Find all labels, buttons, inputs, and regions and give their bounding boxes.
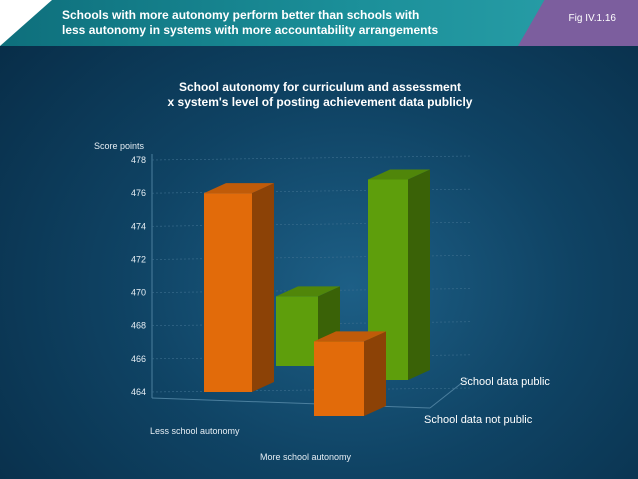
page-title-line-2: less autonomy in systems with more accou… — [62, 23, 439, 37]
chart-title-line-1: School autonomy for curriculum and asses… — [178, 80, 462, 94]
y-tick-label-468: 468 — [131, 321, 146, 331]
floor-right-edge — [429, 377, 469, 409]
bar-school-data-not-public-more-school-autonomy — [314, 341, 364, 416]
gridline-478 — [151, 155, 471, 161]
y-tick-label-464: 464 — [131, 387, 146, 397]
y-tick-label-478: 478 — [131, 155, 146, 165]
chart-title-line-2: x system's level of posting achievement … — [167, 95, 473, 109]
x-category-label-0: Less school autonomy — [150, 426, 240, 436]
bar-side-school-data-not-public-more-school-autonomy — [364, 331, 386, 416]
y-tick-label-476: 476 — [131, 188, 146, 198]
x-category-label-1: More school autonomy — [260, 452, 352, 462]
y-axis-title: Score points — [94, 141, 145, 151]
gridline-464 — [151, 387, 471, 393]
y-tick-label-474: 474 — [131, 221, 146, 231]
bar-side-school-data-not-public-less-school-autonomy — [252, 183, 274, 392]
page-title-line-1: Schools with more autonomy perform bette… — [62, 8, 420, 22]
y-tick-label-472: 472 — [131, 254, 146, 264]
y-tick-label-470: 470 — [131, 288, 146, 298]
series-label-school-data-not-public: School data not public — [424, 414, 533, 426]
bar-top-school-data-public-less-school-autonomy — [276, 286, 340, 297]
y-tick-label-466: 466 — [131, 354, 146, 364]
bar-school-data-public-less-school-autonomy — [276, 296, 318, 366]
floor-front-edge — [151, 397, 431, 409]
bar-top-school-data-not-public-more-school-autonomy — [314, 331, 386, 342]
figure-label: Fig IV.1.16 — [568, 13, 616, 24]
bar-school-data-not-public-less-school-autonomy — [204, 193, 252, 392]
series-label-school-data-public: School data public — [460, 376, 550, 388]
bar-top-school-data-not-public-less-school-autonomy — [204, 183, 274, 194]
bar-top-school-data-public-more-school-autonomy — [368, 169, 430, 180]
chart-title: School autonomy for curriculum and asses… — [130, 80, 510, 110]
bar-side-school-data-public-more-school-autonomy — [408, 169, 430, 380]
page-title: Schools with more autonomy perform bette… — [62, 8, 522, 38]
